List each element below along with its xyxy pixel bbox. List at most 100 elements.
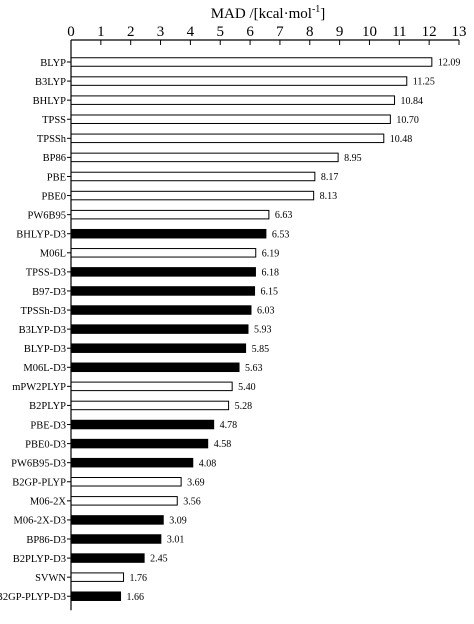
bars-group: BLYP 12.09 B3LYP 11.25 BHLYP 10.84 TPSS 10.70 TP… (0, 57, 461, 603)
bar (70, 114, 391, 124)
x-tick-label: 2 (127, 24, 135, 40)
category-label: B2GP-PLYP (12, 478, 66, 489)
data-label: 12.09 (438, 58, 461, 69)
data-label: 8.13 (320, 191, 338, 202)
data-label: 6.18 (261, 267, 279, 278)
data-label: 5.28 (235, 401, 253, 412)
bar (70, 57, 433, 67)
bar (70, 324, 249, 334)
data-label: 1.76 (130, 573, 148, 584)
data-label: 2.45 (150, 554, 168, 565)
data-label: 11.25 (413, 77, 435, 88)
x-axis-ticks: 0 1 2 3 4 5 6 7 8 9 10 11 12 13 (67, 24, 467, 45)
data-label: 6.15 (261, 287, 279, 298)
bar (70, 209, 270, 220)
category-label: SVWN (35, 573, 66, 584)
data-label: 10.70 (396, 115, 419, 126)
x-tick-label: 4 (187, 24, 195, 40)
bar (70, 267, 256, 277)
category-label: PBE0-D3 (25, 439, 66, 450)
data-label: 1.66 (127, 592, 145, 603)
data-label: 4.78 (220, 420, 238, 431)
x-tick-label: 9 (336, 24, 344, 40)
bar (70, 362, 240, 373)
x-tick-label: 11 (392, 24, 406, 40)
data-label: 6.03 (257, 306, 275, 317)
bar (70, 515, 164, 525)
bar (70, 591, 122, 601)
data-label: 3.56 (183, 496, 201, 507)
data-label: 5.93 (254, 325, 271, 336)
bar (70, 190, 315, 201)
data-label: 3.09 (169, 516, 187, 527)
x-tick-label: 7 (276, 24, 284, 40)
category-label: BHLYP-D3 (16, 230, 66, 241)
category-label: mPW2PLYP (12, 382, 66, 393)
category-label: B97-D3 (32, 287, 66, 298)
bar (70, 76, 408, 86)
category-label: M06-2X-D3 (14, 516, 67, 527)
category-label: PW6B95-D3 (11, 458, 66, 469)
x-tick-label: 13 (452, 24, 467, 40)
bar (70, 477, 182, 487)
category-label: BHLYP (33, 96, 67, 107)
data-label: 8.95 (344, 153, 362, 164)
data-label: 5.40 (238, 382, 256, 393)
data-label: 6.19 (262, 248, 280, 259)
category-label: TPSS (42, 115, 66, 126)
bar (70, 572, 125, 582)
x-tick-label: 3 (157, 24, 165, 40)
bar (70, 133, 385, 144)
category-label: BP86 (43, 153, 66, 164)
x-tick-label: 0 (67, 24, 75, 40)
data-label: 4.08 (199, 458, 217, 469)
category-label: BP86-D3 (26, 535, 66, 546)
category-label: PW6B95 (27, 210, 66, 221)
category-label: BLYP-D3 (24, 344, 66, 355)
bar (70, 152, 339, 163)
bar (70, 95, 396, 105)
data-label: 8.17 (321, 172, 339, 183)
bar (70, 419, 215, 430)
x-tick-label: 5 (216, 24, 224, 40)
data-label: 10.48 (390, 134, 413, 145)
x-tick-label: 12 (422, 24, 437, 40)
category-label: B3LYP-D3 (19, 325, 66, 336)
data-label: 5.63 (245, 363, 263, 374)
bar (70, 534, 162, 544)
category-label: M06L-D3 (23, 363, 66, 374)
x-tick-label: 8 (306, 24, 314, 40)
data-label: 4.58 (214, 439, 232, 450)
bar (70, 343, 247, 353)
category-label: M06-2X (30, 497, 67, 508)
category-label: PBE0 (41, 191, 66, 202)
x-tick-label: 10 (362, 24, 377, 40)
category-label: B2PLYP (29, 401, 66, 412)
bar (70, 438, 209, 449)
bar (70, 457, 194, 468)
category-label: B2PLYP-D3 (13, 554, 66, 565)
bar (70, 286, 256, 296)
category-label: PBE-D3 (30, 420, 66, 431)
bar (70, 248, 257, 258)
bar (70, 171, 316, 182)
data-label: 6.63 (275, 210, 293, 221)
bar (70, 305, 252, 315)
category-label: B2GP-PLYP-D3 (0, 592, 66, 603)
bar (70, 496, 178, 506)
data-label: 5.85 (252, 344, 270, 355)
data-label: 6.53 (272, 229, 290, 240)
category-label: TPSS-D3 (26, 268, 66, 279)
data-label: 10.84 (401, 96, 424, 107)
x-axis-title-end: ] (320, 6, 325, 22)
x-axis-title-main: MAD /[kcal·mol (211, 6, 312, 22)
category-label: TPSSh (37, 134, 67, 145)
bar (70, 553, 145, 563)
data-label: 3.69 (187, 477, 205, 488)
x-tick-label: 6 (246, 24, 254, 40)
bar (70, 381, 233, 392)
category-label: M06L (40, 249, 66, 260)
bar (70, 400, 230, 411)
